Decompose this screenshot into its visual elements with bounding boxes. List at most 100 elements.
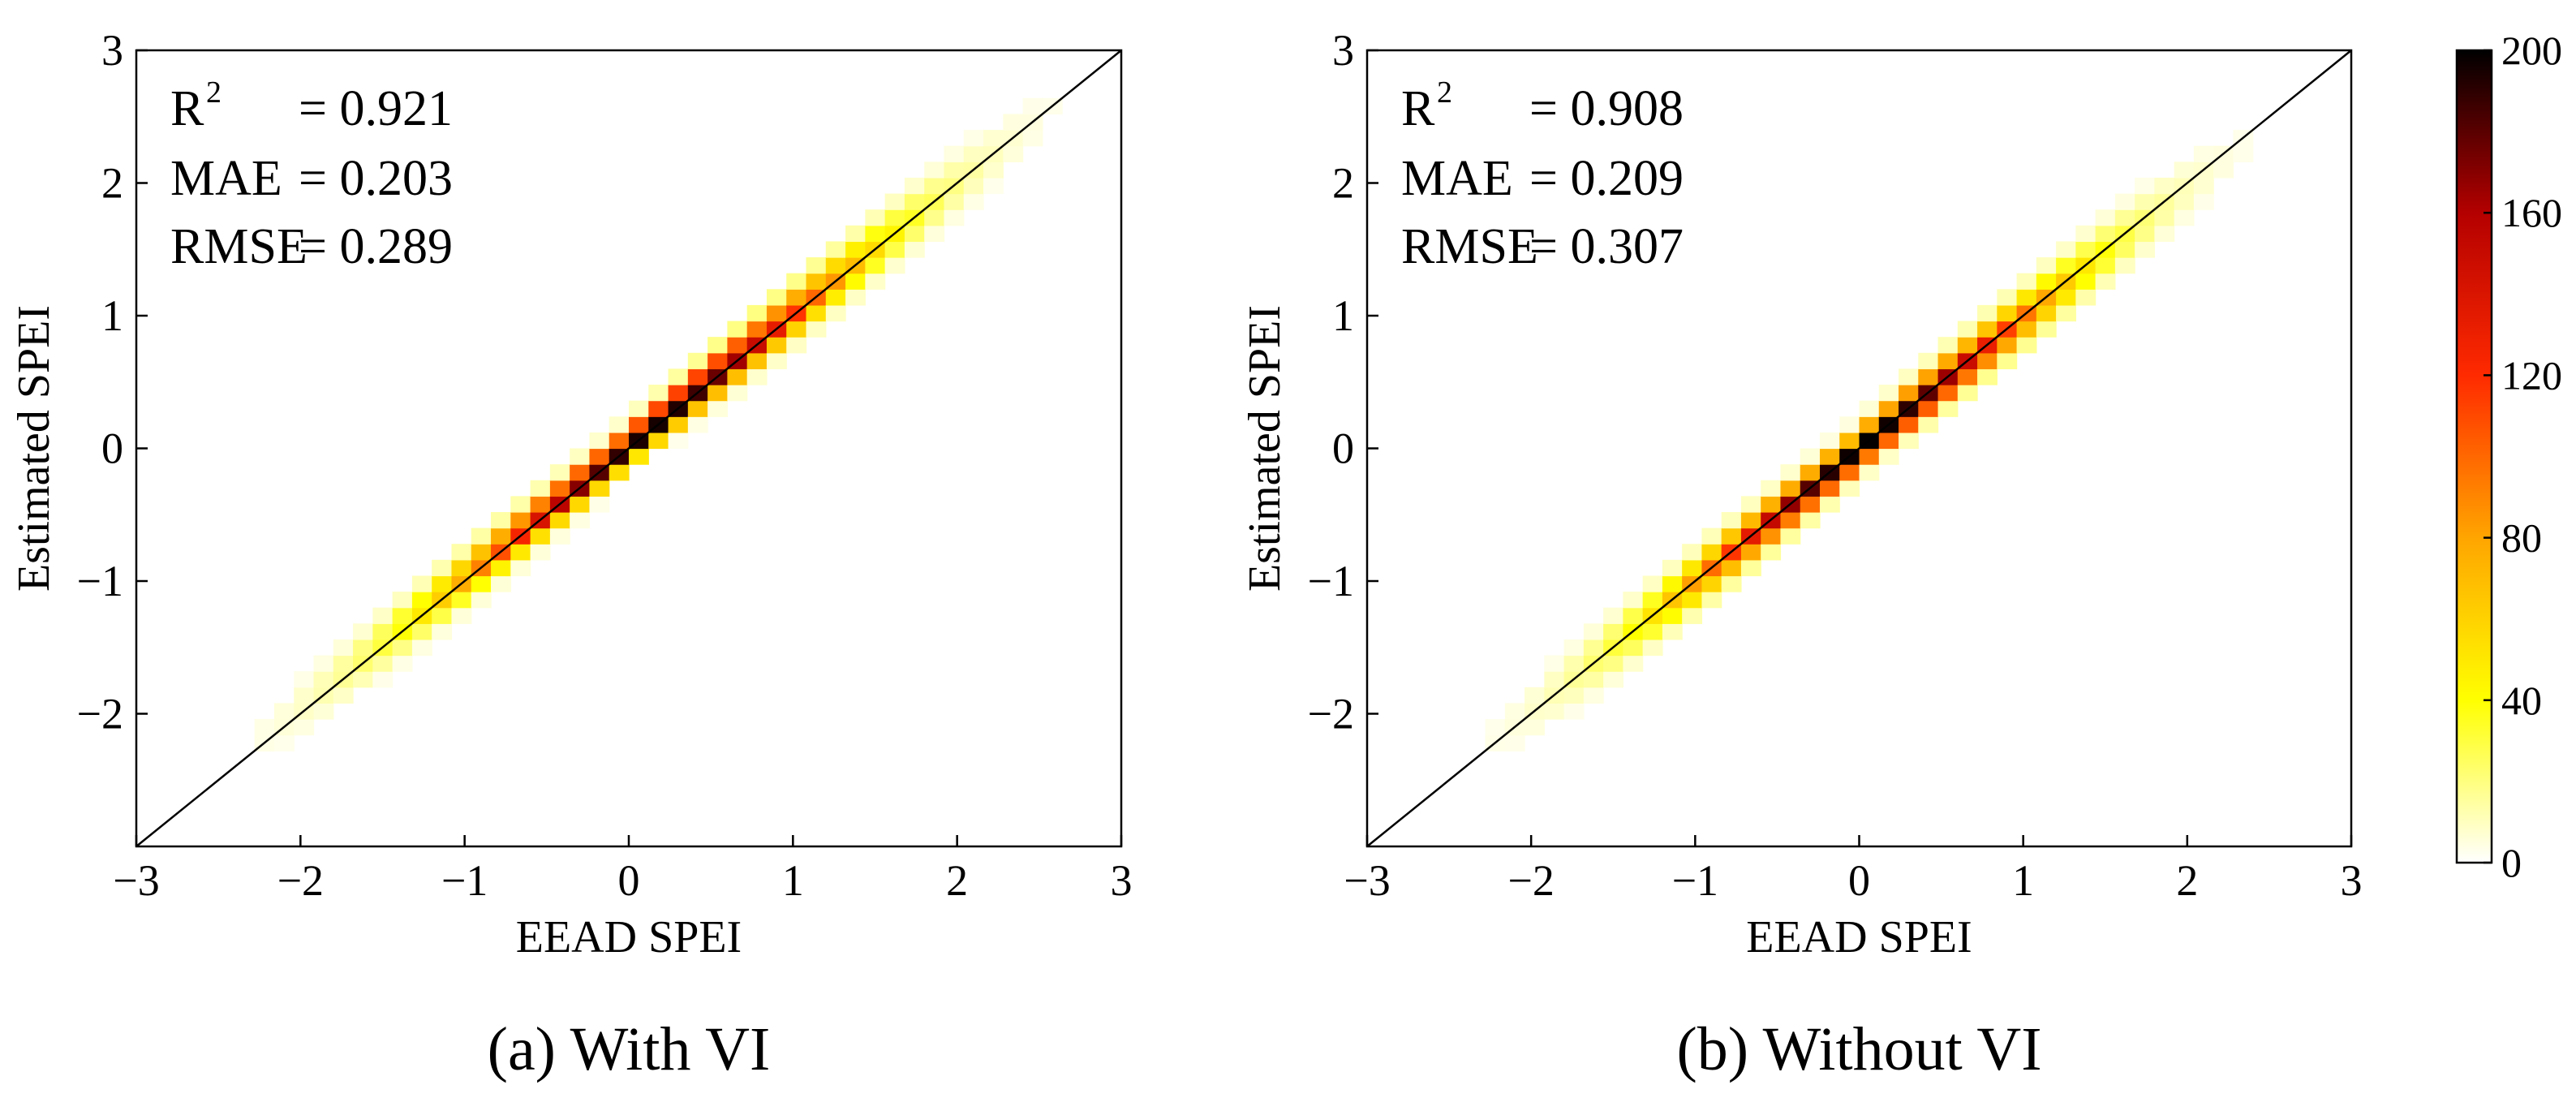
stat-mae-value: = 0.209 <box>1529 151 1684 206</box>
heatmap-bin <box>2095 225 2116 243</box>
heatmap-bin <box>825 257 846 274</box>
heatmap-bin <box>1800 464 1821 481</box>
heatmap-bin <box>432 559 453 577</box>
heatmap-bin <box>2154 225 2175 243</box>
heatmap-bin <box>313 671 334 688</box>
x-tick-label: −2 <box>277 856 324 905</box>
heatmap-bin <box>1740 559 1761 577</box>
heatmap-bin <box>904 193 925 210</box>
heatmap-bin <box>806 304 827 322</box>
heatmap-bin <box>648 432 669 450</box>
heatmap-bin <box>2056 304 2076 322</box>
heatmap-bin <box>1819 496 1840 513</box>
heatmap-bin <box>1918 416 1939 433</box>
heatmap-bin <box>2154 209 2175 226</box>
heatmap-bin <box>1721 575 1742 592</box>
heatmap-bin <box>1003 145 1024 162</box>
heatmap-bin <box>1819 480 1840 497</box>
heatmap-bin <box>983 161 1004 179</box>
heatmap-bin <box>963 130 984 147</box>
heatmap-bin <box>530 496 551 513</box>
x-tick-label: 2 <box>946 856 968 905</box>
heatmap-bin <box>944 209 965 226</box>
heatmap-bin <box>766 352 787 369</box>
heatmap-bin <box>884 257 905 274</box>
heatmap-bin <box>766 337 787 354</box>
heatmap-bin <box>1701 592 1722 609</box>
heatmap-bin <box>1583 639 1604 657</box>
stat-rmse: RMSE <box>1401 219 1538 274</box>
heatmap-bin <box>609 416 630 433</box>
heatmap-bin <box>629 448 649 465</box>
heatmap-bin <box>2095 209 2116 226</box>
heatmap-bin <box>845 289 866 306</box>
heatmap-bin <box>1022 130 1043 147</box>
heatmap-bin <box>963 177 984 195</box>
heatmap-bin <box>2114 209 2135 226</box>
x-tick-label: 1 <box>782 856 804 905</box>
heatmap-bin <box>1839 416 1860 433</box>
heatmap-bin <box>1800 511 1821 529</box>
heatmap-bin <box>589 496 610 513</box>
heatmap-bin <box>273 734 295 751</box>
heatmap-bin <box>1918 400 1939 417</box>
heatmap-bin <box>1800 496 1821 513</box>
heatmap-bin <box>570 496 591 513</box>
heatmap-bin <box>806 257 827 274</box>
y-axis-label: Estimated SPEI <box>9 305 59 592</box>
heatmap-bin <box>687 352 708 369</box>
heatmap-bin <box>1957 385 1978 402</box>
y-tick-label: 2 <box>101 159 123 208</box>
heatmap-bin <box>589 432 610 450</box>
heatmap-bin <box>1583 687 1604 704</box>
heatmap-bin <box>904 241 925 258</box>
colorbar-ticks: 0 40 80 120 160 200 <box>2484 28 2562 885</box>
y-tick-label: 2 <box>1332 159 1354 208</box>
heatmap-bin <box>1563 687 1585 704</box>
heatmap-bin <box>510 496 531 513</box>
heatmap-bin <box>845 225 866 243</box>
stat-rmse-label: RMSE <box>1401 219 1538 274</box>
stat-rmse-value: = 0.307 <box>1529 219 1684 274</box>
heatmap-bin <box>1485 719 1506 736</box>
heatmap-bin <box>372 623 393 640</box>
heatmap-bin <box>451 592 472 609</box>
y-tick-label: −1 <box>77 557 123 605</box>
heatmap-bin <box>392 639 413 657</box>
stat-rmse: RMSE <box>170 219 307 274</box>
x-tick-label: 3 <box>1111 856 1133 905</box>
heatmap-bin <box>1603 607 1623 624</box>
heatmap-bin <box>2095 273 2116 290</box>
heatmap-bin <box>884 193 905 210</box>
heatmap-bin <box>2036 321 2057 338</box>
heatmap-bin <box>1819 448 1840 465</box>
y-tick-label: 0 <box>101 424 123 473</box>
heatmap-bin <box>727 368 748 385</box>
heatmap-bin <box>983 130 1004 147</box>
heatmap-bin <box>1997 289 2018 306</box>
heatmap-bin <box>1701 575 1722 592</box>
heatmap-bin <box>471 575 492 592</box>
colorbar-tick-label: 120 <box>2501 352 2562 398</box>
heatmap-bin <box>746 368 768 385</box>
stat-mae-value: = 0.203 <box>299 151 453 206</box>
x-tick-label: −2 <box>1507 856 1554 905</box>
heatmap-bin <box>589 448 610 465</box>
x-tick-label: 0 <box>618 856 640 905</box>
heatmap-bin <box>273 703 295 720</box>
heatmap-bin <box>1544 703 1565 720</box>
heatmap-bin <box>707 337 728 354</box>
colorbar-tick-label: 200 <box>2501 28 2562 73</box>
heatmap-bin <box>313 703 334 720</box>
heatmap-bin <box>1800 448 1821 465</box>
heatmap-bin <box>1819 432 1840 450</box>
heatmap-bin <box>1740 511 1761 529</box>
heatmap-bin <box>1740 544 1761 561</box>
heatmap-bin <box>1878 448 1899 465</box>
heatmap-bin <box>1899 385 1919 402</box>
x-tick-label: −3 <box>1344 856 1390 905</box>
heatmap-bin <box>353 639 373 657</box>
heatmap-bin <box>1977 352 1998 369</box>
heatmap-bin <box>1583 623 1604 640</box>
x-tick-label: 0 <box>1848 856 1870 905</box>
